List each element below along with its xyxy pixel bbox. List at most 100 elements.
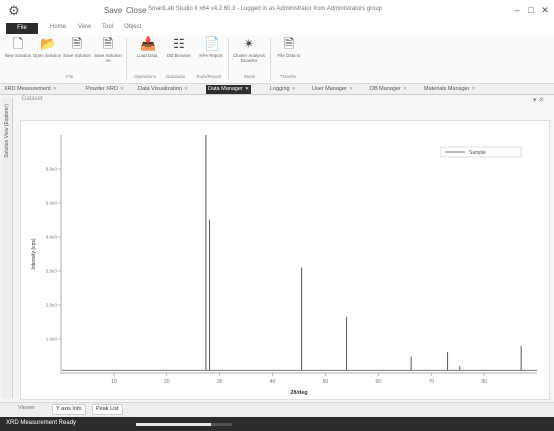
tab-logging[interactable]: Logging ✕ [268, 85, 298, 94]
save-solution-button[interactable]: 🗎 Save Solution [62, 37, 92, 79]
chart-panel[interactable]: 10 20 30 40 50 60 70 80 1.0e3 2.0e3 3.0e3 4.0e3 5.0e… [20, 120, 550, 400]
menu-home[interactable]: Home [50, 24, 67, 30]
close-icon[interactable]: ✕ [183, 86, 189, 92]
file-menu[interactable]: File [6, 23, 38, 34]
status-text: XRD Measurement Ready [6, 420, 77, 426]
x-axis-label: 2θ/deg [290, 390, 307, 396]
file-data-button[interactable]: 🗎 File Data to [274, 37, 304, 79]
save-solution-label: Save Solution [63, 53, 91, 58]
ribbon-group-label: Transfer [280, 74, 297, 79]
close-icon[interactable]: ✕ [119, 86, 124, 92]
x-tick-label: 70 [428, 379, 434, 385]
document-controls[interactable]: ▾ ✕ [533, 97, 545, 104]
y-tick-label: 4.0e3 [46, 235, 58, 240]
quick-save-button[interactable]: Save [104, 6, 123, 15]
tab-data-visualization[interactable]: Data Visualization ✕ [136, 85, 190, 94]
side-panel-label[interactable]: Solution View (Explorer) [4, 104, 10, 158]
tab-label: XRD Measurement [4, 86, 51, 92]
cluster-analysis-button[interactable]: ✴ Cluster Analysis Browser [232, 37, 266, 79]
maximize-button[interactable]: □ [528, 5, 534, 15]
y-tick-label: 3.0e3 [46, 269, 58, 274]
report-label: KPA Report [199, 53, 223, 58]
tab-db-manager[interactable]: DB Manager ✕ [368, 85, 409, 94]
ribbon-separator [228, 38, 229, 80]
legend-label: Sample [469, 150, 486, 156]
minimize-button[interactable]: – [514, 5, 520, 15]
close-icon[interactable]: ✕ [348, 86, 354, 92]
save-as-label: Save Solution As [94, 53, 122, 63]
legend-box [440, 146, 522, 158]
menu-view[interactable]: View [78, 24, 91, 30]
db-browser-label: DB Browser [166, 53, 191, 58]
save-as-icon: 🗎 [102, 36, 114, 51]
y-tick-label: 1.0e3 [46, 337, 58, 342]
close-icon[interactable]: ✕ [291, 86, 296, 92]
x-tick-label: 10 [111, 379, 117, 385]
progress-fill [136, 423, 211, 426]
y-tick-label: 2.0e3 [46, 303, 58, 308]
close-window-button[interactable]: ✕ [541, 5, 549, 15]
tab-user-manager[interactable]: User Manager ✕ [310, 85, 355, 94]
load-data-button[interactable]: 📥 Load Data [132, 37, 162, 79]
ribbon-separator [126, 38, 127, 80]
tab-label: DB Manager [370, 86, 401, 92]
new-solution-button[interactable]: 🗋 New Solution [3, 37, 33, 79]
xrd-chart[interactable]: 10 20 30 40 50 60 70 80 1.0e3 2.0e3 3.0e3 4.0e3 5.0e… [21, 121, 549, 399]
y-tick-label: 6.0e3 [46, 167, 58, 172]
x-tick-label: 60 [376, 379, 382, 385]
progress-bar [136, 423, 232, 426]
file-data-icon: 🗎 [283, 36, 295, 51]
tab-xrd-measurement[interactable]: XRD Measurement ✕ [2, 85, 59, 94]
ribbon-group-label: Database [166, 74, 186, 79]
db-browser-button[interactable]: ☷ DB Browser [164, 37, 194, 79]
ribbon-group-label: File [66, 74, 74, 79]
x-tick-label: 40 [270, 379, 276, 385]
cluster-icon: ✴ [243, 36, 255, 51]
open-solution-label: Open Solution [32, 53, 62, 58]
ribbon-separator [270, 38, 271, 80]
close-icon[interactable]: ✕ [402, 86, 408, 92]
close-icon[interactable]: ✕ [244, 86, 250, 92]
save-as-button[interactable]: 🗎 Save Solution As [93, 37, 123, 79]
tab-strip [0, 84, 554, 95]
menu-tool[interactable]: Tool [102, 24, 114, 30]
app-logo-icon[interactable]: ⚙ [8, 3, 20, 18]
report-button[interactable]: 📄 KPA Report [196, 37, 226, 79]
tab-label: Powder XRD [86, 86, 118, 92]
menu-row [0, 22, 554, 35]
tab-data-manager[interactable]: Data Manager ✕ [206, 85, 252, 94]
quick-close-button[interactable]: Close [126, 6, 147, 15]
menu-object[interactable]: Object [124, 24, 142, 30]
ribbon-group-label: Operations [134, 74, 157, 79]
viewer-label: Viewer [18, 405, 35, 411]
y-tick-label: 5.0e3 [46, 201, 58, 206]
x-tick-label: 20 [164, 379, 170, 385]
title-bar [0, 0, 554, 22]
tab-label: User Manager [312, 86, 347, 92]
window-title: SmartLab Studio II x64 v4.2.60.3 - Logge… [148, 6, 383, 12]
x-tick-label: 30 [217, 379, 223, 385]
new-solution-icon: 🗋 [12, 36, 24, 51]
file-data-label: File Data to [277, 53, 301, 58]
y-axis-info-button[interactable]: Y axis Info [52, 404, 86, 415]
tab-label: Logging [270, 86, 290, 92]
peak-list-button[interactable]: Peak List [92, 404, 123, 415]
open-solution-button[interactable]: 📂 Open Solution [32, 37, 62, 79]
ribbon [0, 35, 554, 84]
status-bar [0, 417, 554, 431]
side-panel-strip[interactable] [2, 98, 13, 398]
new-solution-label: New Solution [4, 53, 32, 58]
tab-label: Materials Manager [424, 86, 470, 92]
save-solution-icon: 🗎 [71, 36, 83, 51]
tab-powder-xrd[interactable]: Powder XRD ✕ [84, 85, 126, 94]
document-tab[interactable]: Dataset [22, 96, 43, 102]
close-icon[interactable]: ✕ [52, 86, 57, 92]
tab-label: Data Manager [208, 86, 243, 92]
close-icon[interactable]: ✕ [471, 86, 476, 92]
x-tick-label: 80 [481, 379, 487, 385]
cluster-analysis-label: Cluster Analysis Browser [232, 53, 265, 63]
x-tick-label: 50 [323, 379, 329, 385]
tab-materials-manager[interactable]: Materials Manager ✕ [422, 85, 478, 94]
y-axis-label: Intensity (cps) [31, 238, 37, 269]
tab-label: Data Visualization [138, 86, 182, 92]
